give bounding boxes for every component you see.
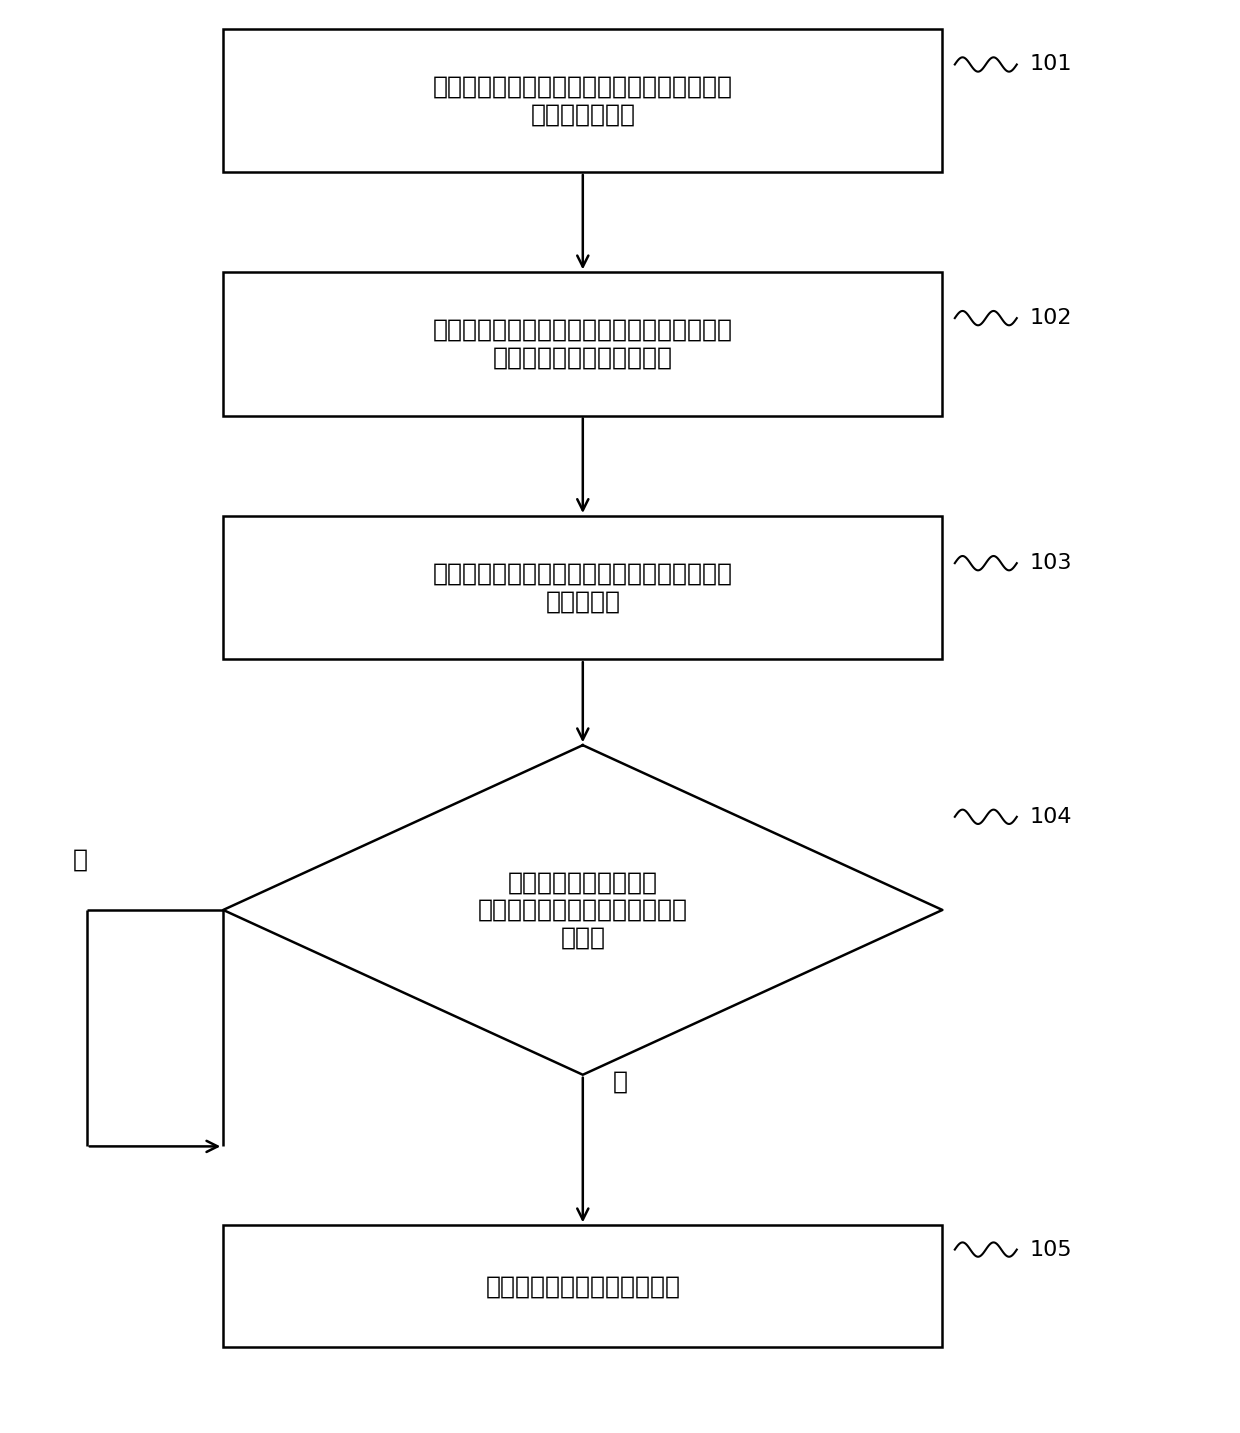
FancyBboxPatch shape (223, 272, 942, 416)
Text: 判断对应段焊缝的实时
焊接线能量是否小于焊接线能量
平均值: 判断对应段焊缝的实时 焊接线能量是否小于焊接线能量 平均值 (477, 870, 688, 950)
Text: 105: 105 (1029, 1240, 1071, 1260)
Text: 104: 104 (1029, 807, 1071, 827)
Text: 预警对应段焊缝熔深不足缺陷: 预警对应段焊缝熔深不足缺陷 (485, 1274, 681, 1298)
Text: 102: 102 (1029, 308, 1071, 328)
Text: 实时采集机器人焊接过程中的焊接电压、焊接
电流和焊接速度: 实时采集机器人焊接过程中的焊接电压、焊接 电流和焊接速度 (433, 75, 733, 126)
FancyBboxPatch shape (223, 516, 942, 659)
Text: 通过大数据统计对应段焊缝无缺陷时的焊接线
能量平均值: 通过大数据统计对应段焊缝无缺陷时的焊接线 能量平均值 (433, 562, 733, 613)
Text: 103: 103 (1029, 553, 1071, 573)
Text: 是: 是 (613, 1070, 627, 1093)
FancyBboxPatch shape (223, 1225, 942, 1347)
FancyBboxPatch shape (223, 29, 942, 172)
Text: 101: 101 (1029, 54, 1071, 75)
Text: 否: 否 (73, 848, 88, 871)
Text: 基于焊接电压、焊接电流和焊接速度计算出对
应段焊缝的实时焊接线能量: 基于焊接电压、焊接电流和焊接速度计算出对 应段焊缝的实时焊接线能量 (433, 318, 733, 370)
